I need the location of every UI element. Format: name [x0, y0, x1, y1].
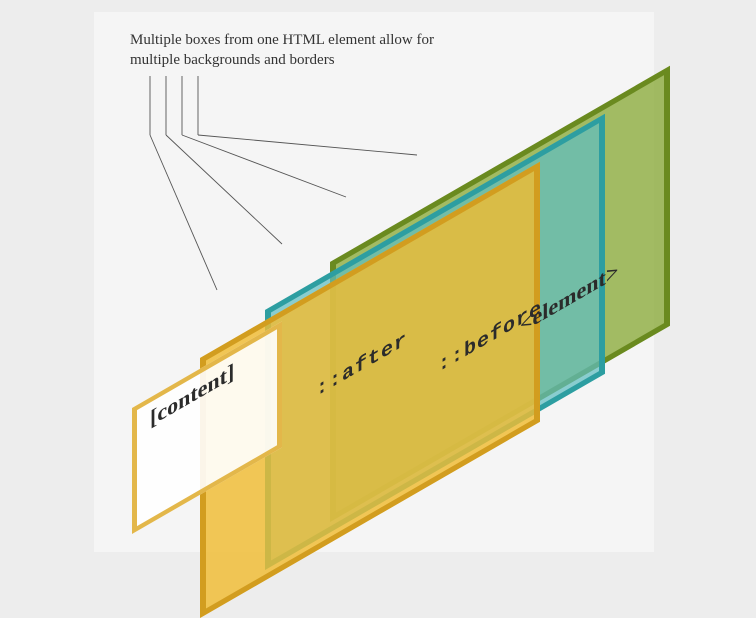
diagram-stage: <element> ::before ::after [content] [0, 0, 756, 571]
